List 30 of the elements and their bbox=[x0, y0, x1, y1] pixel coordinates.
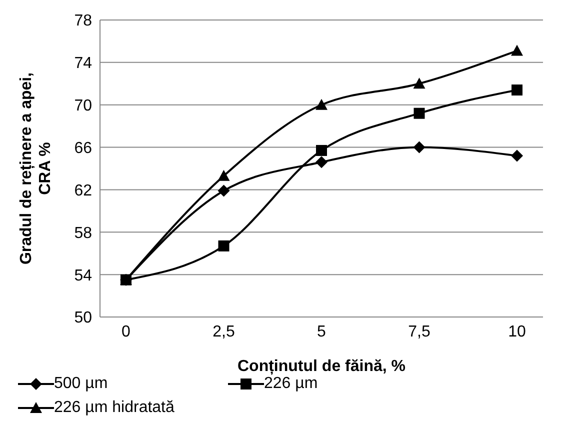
point bbox=[316, 144, 327, 156]
y-tick-label: 54 bbox=[74, 267, 92, 284]
x-tick-label: 7,5 bbox=[408, 323, 430, 340]
legend-label: 500 µm bbox=[54, 375, 108, 393]
point bbox=[511, 44, 523, 56]
legend-label: 226 µm bbox=[264, 375, 318, 393]
y-tick-label: 78 bbox=[74, 12, 92, 30]
point bbox=[316, 156, 328, 168]
y-axis-title: Gradul de reținere a apei, CRA % bbox=[18, 72, 54, 265]
y-tick-label: 62 bbox=[74, 182, 92, 200]
point bbox=[511, 150, 523, 162]
point bbox=[218, 184, 230, 197]
x-axis-title: Conținutul de făină, % bbox=[238, 358, 406, 375]
point bbox=[413, 78, 426, 89]
point bbox=[414, 108, 425, 119]
y-tick-label: 58 bbox=[74, 224, 92, 242]
y-tick-label: 70 bbox=[74, 98, 92, 115]
x-tick-label: 0 bbox=[122, 323, 131, 340]
point bbox=[218, 240, 230, 252]
point bbox=[218, 170, 230, 181]
y-tick-label: 74 bbox=[74, 55, 92, 72]
x-tick-label: 10 bbox=[508, 323, 526, 340]
y-tick-label: 66 bbox=[74, 140, 92, 157]
x-tick-label: 2,5 bbox=[212, 323, 235, 340]
legend-label: 226 µm hidratată bbox=[54, 399, 174, 417]
x-tick-label: 5 bbox=[317, 323, 326, 340]
point bbox=[413, 141, 426, 154]
point bbox=[316, 98, 328, 110]
y-tick-label: 50 bbox=[74, 310, 92, 327]
point bbox=[512, 84, 522, 96]
